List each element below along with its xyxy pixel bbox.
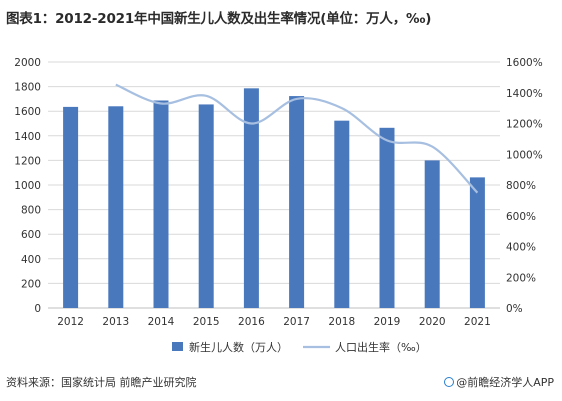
bar — [379, 127, 395, 309]
bar — [424, 160, 440, 308]
bar — [289, 96, 305, 308]
x-tick-label: 2018 — [328, 316, 355, 328]
bar — [153, 100, 169, 309]
source-note: 资料来源：国家统计局 前瞻产业研究院 — [6, 376, 197, 389]
birth-rate-line — [115, 83, 479, 194]
y2-tick-label: 0% — [506, 303, 523, 315]
x-tick-label: 2021 — [464, 316, 491, 328]
legend-line-label: 人口出生率（‰） — [335, 340, 427, 354]
x-tick-label: 2016 — [238, 316, 265, 328]
bar-series — [63, 88, 485, 309]
y-tick-label: 1200 — [14, 155, 41, 167]
x-tick-label: 2017 — [283, 316, 310, 328]
x-tick-label: 2019 — [374, 316, 401, 328]
y2-tick-label: 600% — [506, 211, 536, 223]
y-tick-label: 0 — [34, 303, 41, 315]
brand-credit: @前瞻经济学人APP — [444, 374, 554, 390]
bar — [334, 120, 350, 309]
y-tick-label: 1600 — [14, 106, 41, 118]
y-tick-label: 1000 — [14, 180, 41, 192]
y2-tick-label: 400% — [506, 242, 536, 254]
y-tick-label: 400 — [21, 254, 41, 266]
right-axis-ticks: 0% 200% 400% 600% 800% 1000% 1200% 1400% 1600% — [506, 57, 543, 315]
left-axis-ticks: 0 200 400 600 800 1000 1200 1400 1600 1800 2000 — [14, 57, 41, 315]
y-tick-label: 2000 — [14, 57, 41, 69]
bar — [63, 106, 79, 309]
x-tick-label: 2020 — [419, 316, 446, 328]
x-tick-label: 2015 — [193, 316, 220, 328]
x-axis-ticks: 2012 2013 2014 2015 2016 2017 2018 2019 2020 2021 — [57, 316, 491, 328]
line-series — [115, 83, 479, 194]
brand-text: @前瞻经济学人APP — [456, 376, 554, 389]
y-tick-label: 1800 — [14, 82, 41, 94]
y2-tick-label: 800% — [506, 180, 536, 192]
bar — [243, 88, 259, 309]
bar — [469, 177, 485, 308]
y-tick-label: 200 — [21, 278, 41, 290]
legend-bar-swatch — [172, 342, 183, 351]
y-tick-label: 1400 — [14, 131, 41, 143]
y-tick-label: 800 — [21, 205, 41, 217]
x-tick-label: 2012 — [57, 316, 84, 328]
brand-logo-icon — [444, 377, 455, 387]
x-tick-label: 2013 — [102, 316, 129, 328]
legend-bar-label: 新生儿人数（万人） — [189, 340, 288, 354]
y2-tick-label: 1400% — [506, 88, 543, 100]
x-tick-label: 2014 — [148, 316, 175, 328]
y2-tick-label: 1000% — [506, 149, 543, 161]
y2-tick-label: 200% — [506, 272, 536, 284]
y-tick-label: 600 — [21, 229, 41, 241]
y2-tick-label: 1600% — [506, 57, 543, 69]
bar — [198, 104, 214, 308]
legend: 新生儿人数（万人） 人口出生率（‰） — [172, 340, 427, 354]
chart-title: 图表1：2012-2021年中国新生儿人数及出生率情况(单位：万人，‰) — [6, 11, 432, 27]
y2-tick-label: 1200% — [506, 119, 543, 131]
bar — [108, 106, 124, 308]
